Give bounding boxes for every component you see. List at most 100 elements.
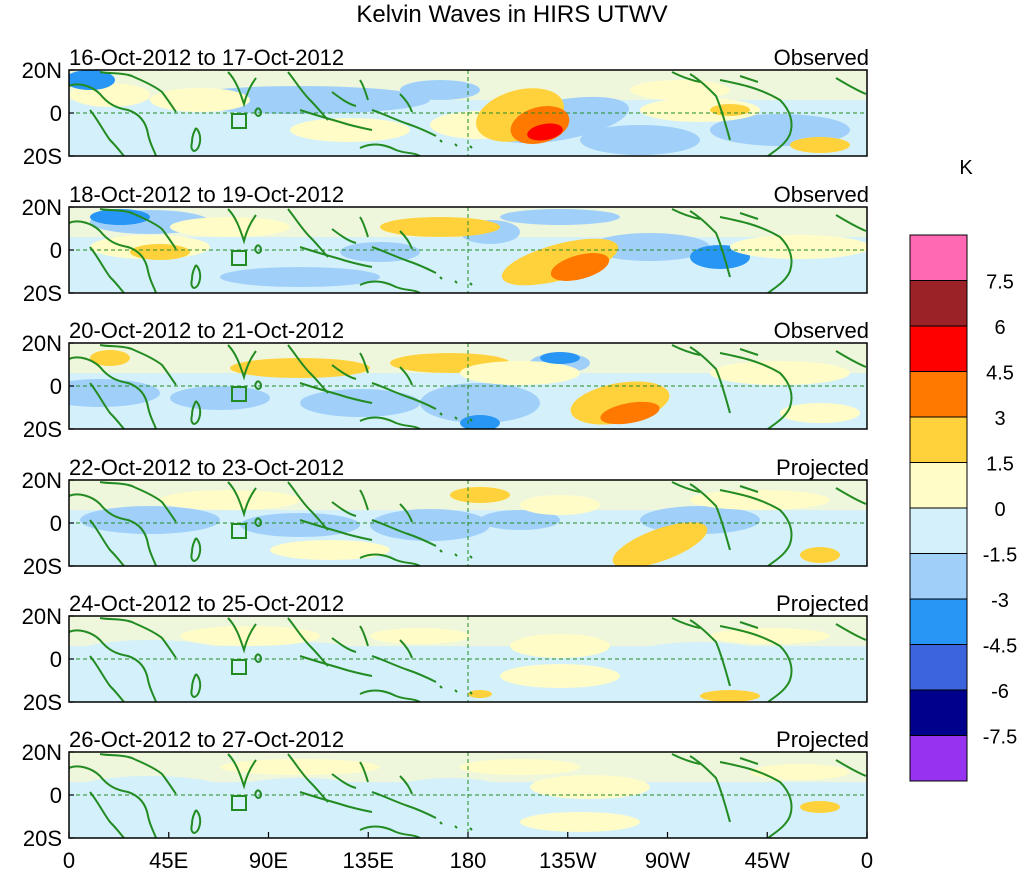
lat-label: 0 xyxy=(50,647,62,672)
coastline xyxy=(99,71,177,113)
anomaly-contour xyxy=(450,487,510,503)
panel-status: Projected xyxy=(776,455,869,480)
coastline xyxy=(227,71,257,108)
anomaly-contour xyxy=(630,642,770,670)
coastline xyxy=(231,250,247,266)
coastline xyxy=(835,214,867,232)
anomaly-contour xyxy=(580,125,700,155)
anomaly-contour xyxy=(730,235,867,259)
coastline xyxy=(359,79,369,101)
coastline xyxy=(89,109,125,156)
coastline xyxy=(69,493,157,566)
coastline xyxy=(227,481,257,518)
map-panel: 20N 0 20S 26-Oct-2012 to 27-Oct-2012 Project… xyxy=(22,727,869,851)
anomaly-contour xyxy=(160,490,300,510)
coastline xyxy=(331,773,357,789)
anomaly-contour xyxy=(480,510,560,530)
map-panel: 20N 0 20S 24-Oct-2012 to 25-Oct-2012 Project… xyxy=(22,591,869,715)
coastline xyxy=(399,366,413,386)
coastline xyxy=(469,691,473,695)
coastline xyxy=(287,617,329,667)
coastline xyxy=(69,765,157,838)
lon-label: 90W xyxy=(645,848,690,873)
coastline xyxy=(231,795,247,811)
legend-label: 6 xyxy=(994,317,1005,339)
coastline xyxy=(231,386,247,402)
coastline xyxy=(190,127,202,152)
anomaly-contour xyxy=(80,506,220,534)
coastline xyxy=(287,208,329,258)
coastline xyxy=(439,276,443,280)
coastline xyxy=(254,380,262,391)
anomaly-contour xyxy=(220,759,380,775)
coastline xyxy=(89,655,125,702)
coastline xyxy=(835,759,867,777)
coastline xyxy=(399,503,413,523)
coastline xyxy=(439,821,443,825)
panel-date-range: 18-Oct-2012 to 19-Oct-2012 xyxy=(69,182,344,207)
coastline xyxy=(719,625,793,702)
map-panel: 20N 0 20S 20-Oct-2012 to 21-Oct-2012 Observe… xyxy=(22,318,869,442)
anomaly-contour xyxy=(710,104,750,116)
coastline xyxy=(89,791,125,838)
coastline xyxy=(739,75,759,83)
coastline xyxy=(399,93,413,113)
coastline xyxy=(739,348,759,356)
anomaly-contour xyxy=(540,352,580,364)
coastline xyxy=(671,617,701,629)
coastline xyxy=(739,212,759,220)
legend-swatch xyxy=(909,735,968,782)
panel-date-range: 22-Oct-2012 to 23-Oct-2012 xyxy=(69,455,344,480)
lon-label: 45E xyxy=(149,848,188,873)
lon-label: 0 xyxy=(63,848,75,873)
coastline xyxy=(190,809,202,834)
coastline xyxy=(227,344,257,381)
coastline xyxy=(227,208,257,245)
coastline xyxy=(671,344,701,356)
anomaly-contour xyxy=(170,386,270,410)
anomaly-contour xyxy=(660,783,800,811)
legend-swatch xyxy=(909,689,968,736)
legend-swatch xyxy=(909,416,968,463)
coastline xyxy=(190,673,202,698)
panel-status: Observed xyxy=(774,318,869,343)
anomaly-contour xyxy=(520,495,600,515)
coastline xyxy=(254,653,262,664)
lat-label: 0 xyxy=(50,783,62,808)
lat-label: 0 xyxy=(50,511,62,536)
anomaly-contour xyxy=(800,547,840,563)
legend-label: -7.5 xyxy=(983,727,1017,749)
coastline xyxy=(689,210,731,278)
panel-date-range: 26-Oct-2012 to 27-Oct-2012 xyxy=(69,727,344,752)
legend-unit: K xyxy=(959,157,973,179)
anomaly-contour xyxy=(500,664,620,688)
anomaly-contour xyxy=(230,358,370,378)
coastline xyxy=(359,689,421,702)
legend-label: 0 xyxy=(994,499,1005,521)
coastline xyxy=(469,827,473,831)
coastline xyxy=(99,208,177,250)
anomaly-contour xyxy=(370,509,490,541)
coastline xyxy=(689,73,731,141)
coastline xyxy=(469,145,473,149)
coastline xyxy=(371,382,437,410)
coastline xyxy=(331,501,357,517)
coastline xyxy=(287,71,329,121)
legend-swatch xyxy=(909,462,968,509)
legend-label: -4.5 xyxy=(983,636,1017,658)
anomaly-contour xyxy=(300,389,420,417)
anomaly-contour xyxy=(460,361,580,385)
anomaly-contour xyxy=(270,540,390,560)
coastline xyxy=(359,489,369,511)
lat-label: 20N xyxy=(22,58,62,83)
anomaly-contour xyxy=(700,690,760,702)
coastline xyxy=(689,755,731,823)
coastline xyxy=(835,487,867,505)
legend-label: -6 xyxy=(991,681,1009,703)
panel-date-range: 20-Oct-2012 to 21-Oct-2012 xyxy=(69,318,344,343)
coastline xyxy=(739,485,759,493)
anomaly-contour xyxy=(370,647,490,675)
anomaly-contour xyxy=(780,403,860,423)
